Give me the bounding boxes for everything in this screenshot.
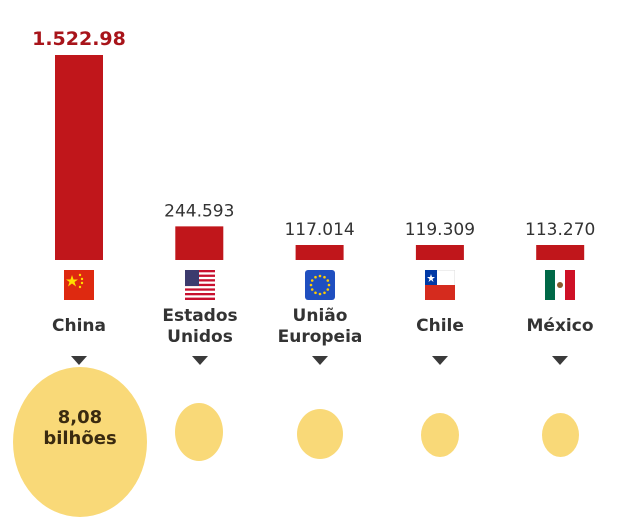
bubble-china: 8,08 bilhões	[13, 367, 147, 517]
down-arrow-icon	[312, 356, 328, 365]
down-arrow-icon	[552, 356, 568, 365]
bubble-value: 8,08	[57, 407, 103, 428]
value-label-2: 117.014	[284, 220, 354, 240]
bar-2	[295, 245, 344, 260]
china-flag-icon	[64, 270, 94, 300]
bubble-chile	[421, 413, 459, 457]
bar-1	[175, 226, 224, 260]
category-label-estados-unidos: Estados Unidos	[162, 306, 238, 347]
usa-flag-icon	[185, 270, 215, 300]
bubble-unit: bilhões	[43, 428, 117, 449]
value-label-4: 113.270	[525, 220, 595, 240]
category-label-mexico: México	[526, 316, 594, 336]
bar-4	[536, 245, 585, 260]
down-arrow-icon	[192, 356, 208, 365]
bar-chart: 1.522.98 244.593 117.014 119.309 113.270	[32, 28, 595, 260]
chile-flag-icon	[425, 270, 455, 300]
bubble-uniao-europeia	[297, 409, 343, 459]
down-arrow-icon	[432, 356, 448, 365]
bubble-estados-unidos	[175, 403, 223, 461]
category-label-china: China	[52, 316, 106, 336]
value-label-1: 244.593	[164, 201, 234, 221]
down-arrow-icon	[71, 356, 87, 365]
category-label-chile: Chile	[416, 316, 464, 336]
mexico-flag-icon	[545, 270, 575, 300]
bar-0	[55, 55, 103, 260]
eu-flag-icon	[305, 270, 335, 300]
category-label-uniao-europeia: União Europeia	[277, 306, 363, 347]
bar-3	[415, 245, 464, 260]
bubble-mexico	[542, 413, 579, 457]
value-label-3: 119.309	[405, 220, 475, 240]
value-label-0: 1.522.98	[32, 28, 126, 50]
